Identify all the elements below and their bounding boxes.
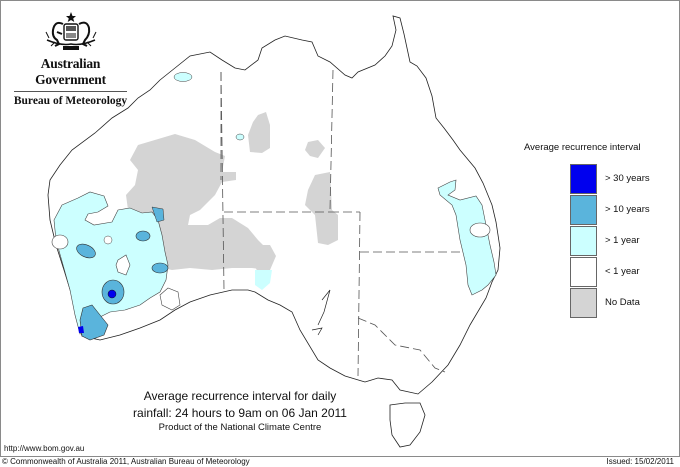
nodata-nt-north	[248, 112, 270, 153]
logo-divider	[14, 91, 127, 92]
caption-line3: Product of the National Climate Centre	[158, 422, 322, 433]
coat-of-arms-icon	[45, 12, 96, 50]
legend-swatch	[570, 288, 597, 318]
legend-swatch	[570, 195, 597, 225]
copyright-notice: © Commonwealth of Australia 2011, Austra…	[2, 457, 250, 466]
legend-label: > 30 years	[605, 173, 650, 184]
bom-logo: Australian Government Bureau of Meteorol…	[8, 10, 133, 107]
org-line2: Bureau of Meteorology	[13, 95, 128, 107]
gt1-kimberley	[173, 72, 193, 82]
nodata-sa-east	[252, 245, 276, 272]
legend-label: No Data	[605, 297, 640, 308]
gt1-wa	[53, 191, 169, 335]
caption-line1: Average recurrence interval for daily	[143, 389, 337, 403]
nodata-qld-west	[305, 172, 338, 245]
legend-swatch	[570, 226, 597, 256]
caption-line2: rainfall: 24 hours to 9am on 06 Jan 2011	[133, 406, 347, 420]
legend-swatch	[570, 164, 597, 194]
legend-title: Average recurrence interval	[524, 142, 641, 153]
legend-label: < 1 year	[605, 266, 640, 277]
legend-label: > 1 year	[605, 235, 640, 246]
legend-swatch	[570, 257, 597, 287]
state-borders	[220, 69, 460, 377]
bom-url-link[interactable]: http://www.bom.gov.au	[4, 444, 85, 453]
tasmania	[389, 402, 426, 448]
issued-date: Issued: 15/02/2011	[606, 457, 674, 466]
legend-label: > 10 years	[605, 204, 650, 215]
gt1-sa	[255, 270, 272, 290]
nodata-nt-east	[305, 140, 325, 158]
org-line1: Australian Government	[35, 56, 106, 87]
gt1-qld-east	[437, 179, 497, 296]
